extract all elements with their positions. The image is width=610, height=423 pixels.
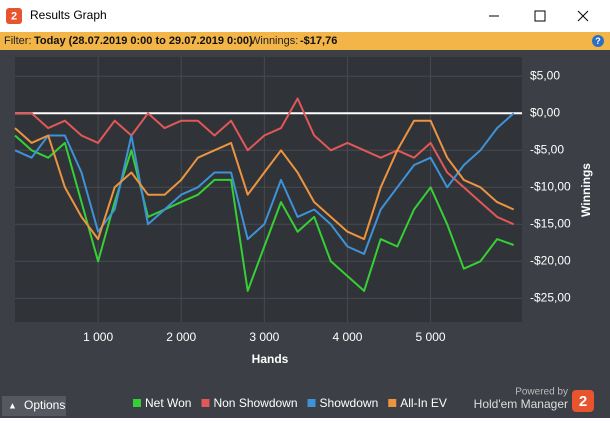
legend-label: Showdown — [320, 396, 379, 410]
legend-swatch — [133, 399, 141, 407]
app-icon-text: 2 — [11, 10, 17, 22]
x-tick-label: 4 000 — [332, 330, 362, 344]
legend-swatch — [201, 399, 210, 407]
x-tick-label: 5 000 — [416, 330, 446, 344]
help-icon-text: ? — [595, 36, 601, 46]
options-button[interactable] — [2, 396, 66, 416]
y-tick-label: $0,00 — [530, 105, 560, 119]
legend-label: All-In EV — [400, 396, 447, 410]
y-tick-label: -$5,00 — [530, 142, 564, 156]
filter-label: Filter: — [4, 35, 32, 47]
x-axis-label: Hands — [252, 352, 289, 366]
powered-by: Powered by — [515, 387, 568, 398]
series-line — [14, 112, 515, 255]
y-tick-label: -$15,00 — [530, 216, 571, 230]
plot-area — [15, 57, 522, 322]
winnings-label: Winnings: — [250, 35, 298, 47]
y-axis-label: Winnings — [579, 163, 593, 217]
brand: Hold'em Manager — [474, 397, 568, 411]
legend-swatch — [388, 399, 397, 407]
series-line — [14, 119, 515, 241]
filter-bar — [0, 32, 610, 50]
legend-swatch — [307, 399, 316, 407]
options-arrow: ▲ — [8, 400, 17, 410]
title-bar — [0, 0, 610, 32]
y-tick-label: -$20,00 — [530, 253, 571, 267]
x-tick-label: 1 000 — [83, 330, 113, 344]
filter-value: Today (28.07.2019 0:00 to 29.07.2019 0:0… — [34, 35, 253, 47]
brand-logo — [572, 390, 594, 412]
series-line — [15, 97, 515, 226]
close-button[interactable] — [577, 10, 589, 22]
x-tick-label: 2 000 — [166, 330, 196, 344]
x-tick-label: 3 000 — [249, 330, 279, 344]
winnings-value: -$17,76 — [300, 35, 337, 47]
y-tick-label: $5,00 — [530, 68, 560, 82]
series-line — [14, 134, 515, 292]
y-tick-label: -$10,00 — [530, 179, 571, 193]
legend-label: Net Won — [145, 396, 191, 410]
maximize-button[interactable] — [534, 10, 546, 22]
y-tick-label: -$25,00 — [530, 290, 571, 304]
options-text: Options — [24, 398, 65, 412]
brand-logo-text: 2 — [579, 393, 587, 410]
legend-label: Non Showdown — [213, 396, 297, 410]
window-title: Results Graph — [30, 8, 107, 22]
help-icon[interactable] — [592, 35, 604, 47]
app-icon — [6, 8, 22, 24]
